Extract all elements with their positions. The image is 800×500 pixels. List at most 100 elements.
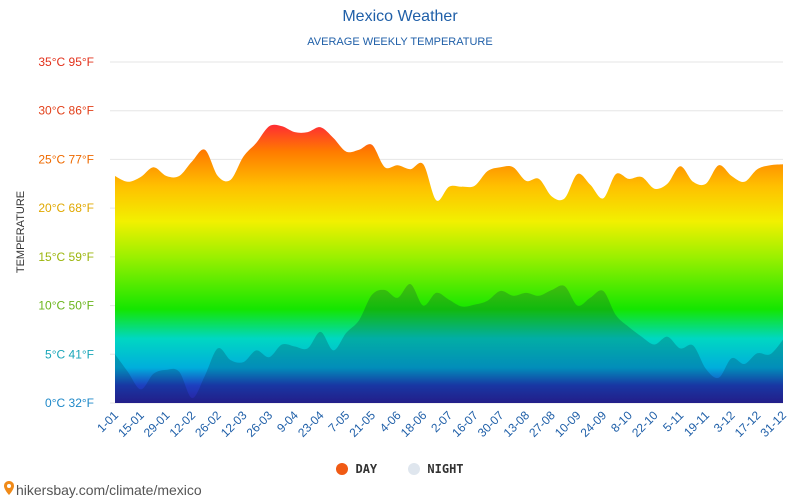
night-point[interactable] — [113, 352, 117, 356]
day-point[interactable] — [781, 162, 785, 166]
night-point[interactable] — [434, 291, 438, 295]
night-point[interactable] — [319, 330, 323, 334]
day-point[interactable] — [306, 130, 310, 134]
day-point[interactable] — [588, 183, 592, 187]
day-point[interactable] — [447, 185, 451, 189]
day-point[interactable] — [139, 175, 143, 179]
night-point[interactable] — [640, 335, 644, 339]
night-point[interactable] — [126, 370, 130, 374]
night-point[interactable] — [139, 387, 143, 391]
night-point[interactable] — [229, 358, 233, 362]
source-footer[interactable]: hikersbay.com/climate/mexico — [4, 481, 202, 498]
night-point[interactable] — [164, 368, 168, 372]
day-point[interactable] — [434, 198, 438, 202]
night-point[interactable] — [576, 304, 580, 308]
night-point[interactable] — [177, 370, 181, 374]
night-point[interactable] — [665, 335, 669, 339]
day-point[interactable] — [190, 159, 194, 163]
day-point[interactable] — [357, 148, 361, 152]
area-night[interactable] — [115, 284, 783, 403]
day-point[interactable] — [152, 165, 156, 169]
night-point[interactable] — [473, 303, 477, 307]
night-point[interactable] — [447, 298, 451, 302]
night-point[interactable] — [383, 288, 387, 292]
night-point[interactable] — [563, 284, 567, 288]
day-point[interactable] — [177, 174, 181, 178]
source-url[interactable]: hikersbay.com/climate/mexico — [16, 481, 202, 498]
day-point[interactable] — [370, 143, 374, 147]
day-point[interactable] — [203, 148, 207, 152]
night-point[interactable] — [755, 351, 759, 355]
day-point[interactable] — [768, 163, 772, 167]
night-point[interactable] — [781, 338, 785, 342]
day-point[interactable] — [421, 162, 425, 166]
day-point[interactable] — [704, 182, 708, 186]
day-point[interactable] — [730, 174, 734, 178]
day-point[interactable] — [113, 174, 117, 178]
day-point[interactable] — [576, 172, 580, 176]
night-point[interactable] — [627, 325, 631, 329]
night-point[interactable] — [768, 352, 772, 356]
day-point[interactable] — [280, 124, 284, 128]
day-point[interactable] — [717, 163, 721, 167]
night-point[interactable] — [370, 293, 374, 297]
day-point[interactable] — [164, 174, 168, 178]
day-point[interactable] — [473, 184, 477, 188]
day-point[interactable] — [627, 177, 631, 181]
night-point[interactable] — [421, 304, 425, 308]
day-point[interactable] — [267, 124, 271, 128]
legend-item-day[interactable]: DAY — [336, 462, 377, 476]
night-point[interactable] — [498, 289, 502, 293]
night-point[interactable] — [524, 291, 528, 295]
night-point[interactable] — [743, 362, 747, 366]
night-point[interactable] — [678, 346, 682, 350]
day-point[interactable] — [563, 196, 567, 200]
day-point[interactable] — [653, 187, 657, 191]
night-point[interactable] — [537, 294, 541, 298]
night-point[interactable] — [306, 346, 310, 350]
night-point[interactable] — [254, 348, 258, 352]
day-point[interactable] — [409, 167, 413, 171]
night-point[interactable] — [717, 376, 721, 380]
day-point[interactable] — [691, 180, 695, 184]
night-point[interactable] — [331, 348, 335, 352]
day-point[interactable] — [743, 180, 747, 184]
day-point[interactable] — [601, 196, 605, 200]
day-point[interactable] — [511, 165, 515, 169]
night-point[interactable] — [653, 343, 657, 347]
day-point[interactable] — [678, 164, 682, 168]
night-point[interactable] — [511, 294, 515, 298]
day-point[interactable] — [537, 177, 541, 181]
day-point[interactable] — [396, 163, 400, 167]
day-point[interactable] — [319, 125, 323, 129]
night-point[interactable] — [293, 345, 297, 349]
day-point[interactable] — [254, 141, 258, 145]
night-point[interactable] — [152, 372, 156, 376]
day-point[interactable] — [229, 178, 233, 182]
day-point[interactable] — [216, 174, 220, 178]
night-point[interactable] — [486, 299, 490, 303]
night-point[interactable] — [242, 360, 246, 364]
legend-item-night[interactable]: NIGHT — [408, 462, 464, 476]
night-point[interactable] — [396, 296, 400, 300]
day-point[interactable] — [331, 136, 335, 140]
day-point[interactable] — [486, 169, 490, 173]
day-point[interactable] — [126, 180, 130, 184]
day-point[interactable] — [614, 172, 618, 176]
night-point[interactable] — [267, 355, 271, 359]
day-point[interactable] — [460, 185, 464, 189]
night-point[interactable] — [203, 374, 207, 378]
night-point[interactable] — [409, 282, 413, 286]
night-point[interactable] — [280, 343, 284, 347]
night-point[interactable] — [601, 289, 605, 293]
day-point[interactable] — [755, 167, 759, 171]
night-point[interactable] — [190, 396, 194, 400]
night-point[interactable] — [357, 318, 361, 322]
night-point[interactable] — [588, 296, 592, 300]
day-point[interactable] — [383, 165, 387, 169]
night-point[interactable] — [460, 305, 464, 309]
night-point[interactable] — [691, 344, 695, 348]
day-point[interactable] — [498, 165, 502, 169]
night-point[interactable] — [614, 313, 618, 317]
day-point[interactable] — [550, 195, 554, 199]
